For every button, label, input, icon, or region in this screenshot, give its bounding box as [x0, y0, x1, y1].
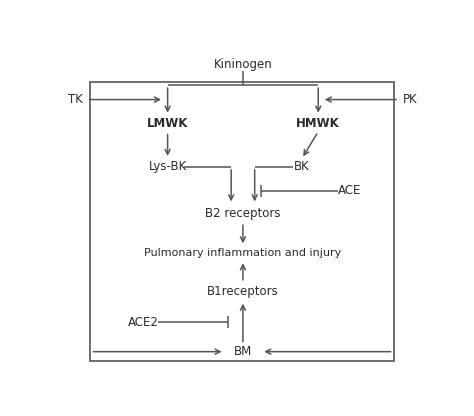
Text: Lys-BK: Lys-BK	[148, 160, 187, 173]
Bar	[91, 82, 393, 361]
Text: BK: BK	[294, 160, 310, 173]
Text: LMWK: LMWK	[147, 117, 188, 130]
Text: B1receptors: B1receptors	[207, 285, 279, 298]
Text: Pulmonary inflammation and injury: Pulmonary inflammation and injury	[144, 248, 342, 258]
Text: B2 receptors: B2 receptors	[205, 207, 281, 220]
Text: ACE: ACE	[338, 184, 361, 197]
Text: HMWK: HMWK	[296, 117, 340, 130]
Text: BM: BM	[234, 345, 252, 358]
Text: Kininogen: Kininogen	[214, 58, 272, 71]
Text: PK: PK	[403, 93, 418, 106]
Text: ACE2: ACE2	[128, 316, 159, 329]
Text: TK: TK	[68, 93, 83, 106]
